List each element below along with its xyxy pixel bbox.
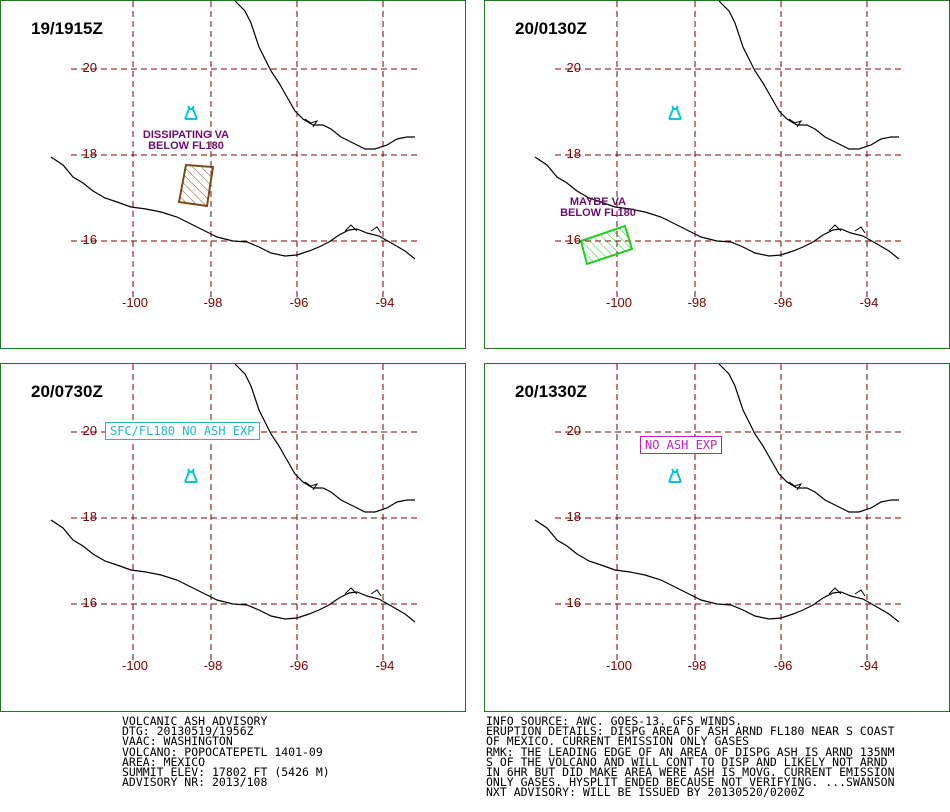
lat-label: 20 [82, 423, 97, 438]
lon-label: -100 [605, 295, 633, 310]
ash-note: MAYBE VA BELOW FL180 [543, 197, 653, 219]
lat-label: 16 [82, 595, 97, 610]
map-canvas [534, 364, 905, 664]
lon-label: -94 [375, 295, 395, 310]
volcano-icon [184, 468, 198, 484]
footer-line: S OF THE VOLCANO AND WILL CONT TO DISP A… [486, 754, 888, 769]
footer-line: ERUPTION DETAILS: DISPG AREA OF ASH ARND… [486, 724, 895, 739]
ash-note-line-2: BELOW FL180 [560, 207, 636, 219]
forecast-box: NO ASH EXP [640, 436, 723, 454]
ash-note-line-1: MAYBE VA [569, 196, 627, 208]
coastline-gulf [234, 364, 415, 513]
footer-line: NXT ADVISORY: WILL BE ISSUED BY 20130520… [486, 785, 805, 800]
footer-line: IN 6HR BUT DID MAKE AREA WERE ASH IS MOV… [486, 765, 895, 780]
lon-label: -100 [121, 295, 149, 310]
panel-time-label: 20/0730Z [31, 382, 103, 401]
panel-time-label: 19/1915Z [31, 19, 103, 38]
footer-line: ONLY GASES. HYSPLIT ENDED BECAUSE NOT VE… [486, 775, 895, 790]
lon-label: -96 [773, 658, 793, 673]
footer-line: VOLCANIC ASH ADVISORY [122, 714, 268, 728]
lon-label: -98 [203, 295, 223, 310]
advisory-remarks-text: INFO SOURCE: AWC. GOES-13. GFS WINDS. ERU… [486, 714, 895, 800]
footer-line: AREA: MEXICO [122, 754, 206, 769]
panel-time-label: 20/0130Z [515, 19, 587, 38]
lon-label: -100 [121, 658, 149, 673]
map-panel-2: 20/0130Z MAYBE VA BELOW FL180 20 18 16 -100… [484, 0, 950, 349]
lat-label: 16 [82, 232, 97, 247]
lon-label: -98 [687, 658, 707, 673]
lon-label: -94 [859, 295, 879, 310]
lon-label: -94 [859, 658, 879, 673]
panel-time-label: 20/1330Z [515, 382, 587, 401]
coastline-pacific [50, 519, 416, 623]
coastline-gulf [718, 364, 899, 513]
lon-label: -100 [605, 658, 633, 673]
footer-line: SUMMIT ELEV: 17802 FT (5426 M) [122, 765, 330, 780]
lon-label: -94 [375, 658, 395, 673]
ash-note-line-2: BELOW FL180 [148, 140, 224, 152]
footer-line: VAAC: WASHINGTON [122, 734, 233, 749]
ash-note-line-1: DISSIPATING VA [142, 129, 230, 141]
footer-line: ADVISORY NR: 2013/108 [122, 775, 268, 790]
volcano-icon [668, 105, 682, 121]
lon-label: -96 [773, 295, 793, 310]
lat-label: 16 [566, 595, 581, 610]
volcano-icon [184, 105, 198, 121]
map-canvas [50, 1, 421, 301]
map-panel-1: 19/1915Z DISSIPATING VA BELOW FL180 20 18… [0, 0, 466, 349]
map-panel-4: 20/1330Z NO ASH EXP 20 18 16 -100 -98 -96 -94 [484, 363, 950, 712]
lon-label: -96 [289, 295, 309, 310]
lat-label: 20 [566, 423, 581, 438]
footer-line: INFO SOURCE: AWC. GOES-13. GFS WINDS. [486, 714, 743, 728]
lat-label: 18 [82, 146, 97, 161]
footer-line: OF MEXICO. CURRENT EMISSION ONLY GASES [486, 734, 750, 749]
footer-line: VOLCANO: POPOCATEPETL 1401-09 [122, 744, 323, 759]
footer-line: RMK: THE LEADING EDGE OF AN AREA OF DISP… [486, 744, 895, 759]
coastline-pacific [50, 156, 416, 260]
footer-line: DTG: 20130519/1956Z [122, 724, 254, 739]
volcano-icon [668, 468, 682, 484]
advisory-header-text: VOLCANIC ASH ADVISORY DTG: 20130519/1956Z… [122, 714, 330, 790]
map-canvas [50, 364, 421, 664]
coastline-pacific [534, 519, 900, 623]
lat-label: 20 [566, 60, 581, 75]
map-panel-3: 20/0730Z SFC/FL180 NO ASH EXP 20 18 16 -100… [0, 363, 466, 712]
lon-label: -98 [687, 295, 707, 310]
lat-label: 20 [82, 60, 97, 75]
forecast-box: SFC/FL180 NO ASH EXP [105, 422, 260, 440]
coastline-pacific [534, 156, 900, 260]
ash-note: DISSIPATING VA BELOW FL180 [131, 130, 241, 152]
coastline-gulf [234, 1, 415, 150]
lat-label: 18 [566, 146, 581, 161]
lat-label: 16 [566, 232, 581, 247]
lon-label: -98 [203, 658, 223, 673]
coastline-gulf [718, 1, 899, 150]
lat-label: 18 [82, 509, 97, 524]
lat-label: 18 [566, 509, 581, 524]
lon-label: -96 [289, 658, 309, 673]
